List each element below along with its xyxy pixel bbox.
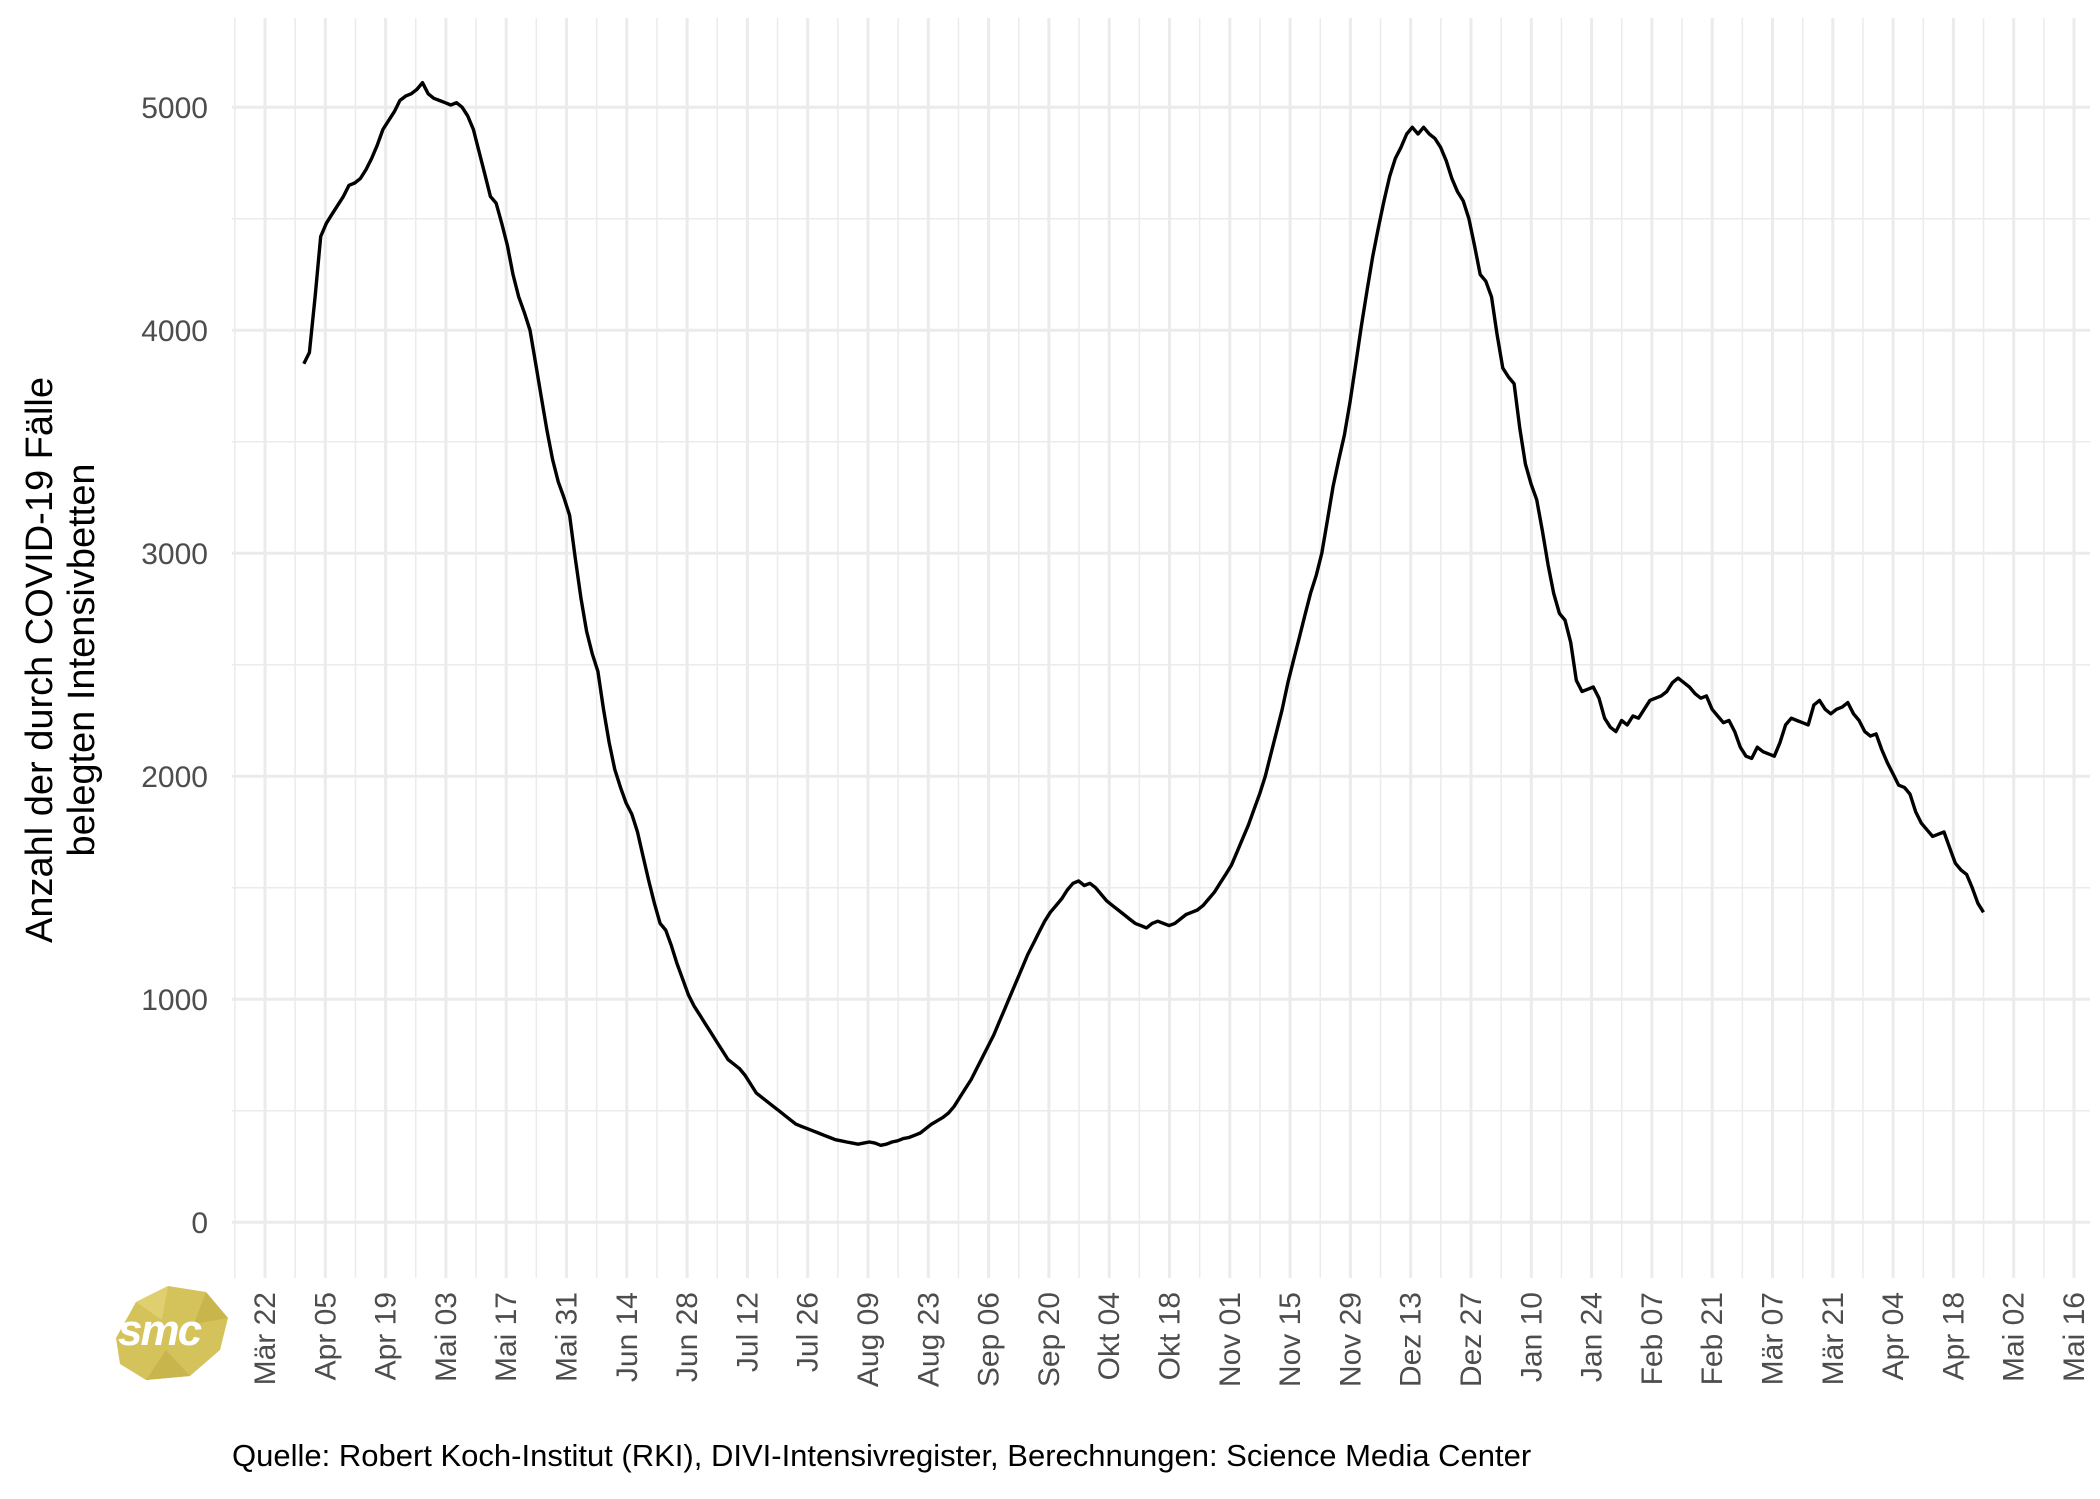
x-tick-label: Apr 04 bbox=[1877, 1292, 1910, 1380]
x-tick-label: Apr 05 bbox=[309, 1292, 342, 1380]
y-tick-label: 5000 bbox=[141, 92, 208, 125]
x-tick-label: Mai 03 bbox=[430, 1292, 463, 1382]
y-axis: 0 1000 2000 3000 4000 5000 bbox=[141, 92, 208, 1240]
x-tick-label: Sep 20 bbox=[1033, 1292, 1066, 1387]
series-line bbox=[302, 81, 1985, 1147]
x-tick-label: Jul 12 bbox=[731, 1292, 764, 1372]
grid-lines bbox=[232, 18, 2090, 1278]
x-tick-label: Mär 22 bbox=[249, 1292, 282, 1385]
x-tick-label: Sep 06 bbox=[973, 1292, 1006, 1387]
x-tick-label: Mai 17 bbox=[490, 1292, 523, 1382]
x-tick-label: Mai 31 bbox=[551, 1292, 584, 1382]
x-tick-label: Aug 09 bbox=[852, 1292, 885, 1387]
smc-logo-icon bbox=[116, 1286, 228, 1380]
x-tick-label: Feb 21 bbox=[1696, 1292, 1729, 1385]
y-tick-label: 0 bbox=[191, 1207, 208, 1240]
x-tick-label: Jan 24 bbox=[1576, 1292, 1609, 1382]
x-tick-label: Mär 07 bbox=[1757, 1292, 1790, 1385]
x-tick-label: Jan 10 bbox=[1515, 1292, 1548, 1382]
y-tick-label: 4000 bbox=[141, 315, 208, 348]
y-axis-title-line: Anzahl der durch COVID-19 Fälle bbox=[19, 377, 61, 943]
smc-logo: smc bbox=[106, 1280, 234, 1384]
x-tick-label: Okt 04 bbox=[1093, 1292, 1126, 1380]
x-tick-label: Feb 07 bbox=[1636, 1292, 1669, 1385]
x-tick-label: Okt 18 bbox=[1154, 1292, 1187, 1380]
y-tick-label: 3000 bbox=[141, 538, 208, 571]
y-axis-title: Anzahl der durch COVID-19 Fälle belegten … bbox=[19, 377, 103, 943]
x-tick-label: Dez 13 bbox=[1395, 1292, 1428, 1387]
x-tick-label: Jun 14 bbox=[611, 1292, 644, 1382]
y-tick-label: 1000 bbox=[141, 984, 208, 1017]
source-caption: Quelle: Robert Koch-Institut (RKI), DIVI… bbox=[232, 1438, 1532, 1473]
x-tick-label: Jun 28 bbox=[671, 1292, 704, 1382]
x-tick-label: Nov 29 bbox=[1334, 1292, 1367, 1387]
x-tick-label: Mär 21 bbox=[1817, 1292, 1850, 1385]
x-tick-label: Apr 18 bbox=[1937, 1292, 1970, 1380]
y-tick-label: 2000 bbox=[141, 761, 208, 794]
y-axis-title-line: belegten Intensivbetten bbox=[61, 464, 103, 857]
x-axis: Mär 22 Apr 05 Apr 19 Mai 03 Mai 17 Mai 31 Jun … bbox=[249, 1292, 2091, 1387]
x-tick-label: Nov 01 bbox=[1214, 1292, 1247, 1387]
logo-text: smc bbox=[118, 1306, 202, 1355]
x-tick-label: Mai 02 bbox=[1998, 1292, 2031, 1382]
x-tick-label: Nov 15 bbox=[1274, 1292, 1307, 1387]
x-tick-label: Apr 19 bbox=[370, 1292, 403, 1380]
x-tick-label: Aug 23 bbox=[912, 1292, 945, 1387]
x-tick-label: Dez 27 bbox=[1455, 1292, 1488, 1387]
x-tick-label: Mai 16 bbox=[2058, 1292, 2091, 1382]
x-tick-label: Jul 26 bbox=[792, 1292, 825, 1372]
